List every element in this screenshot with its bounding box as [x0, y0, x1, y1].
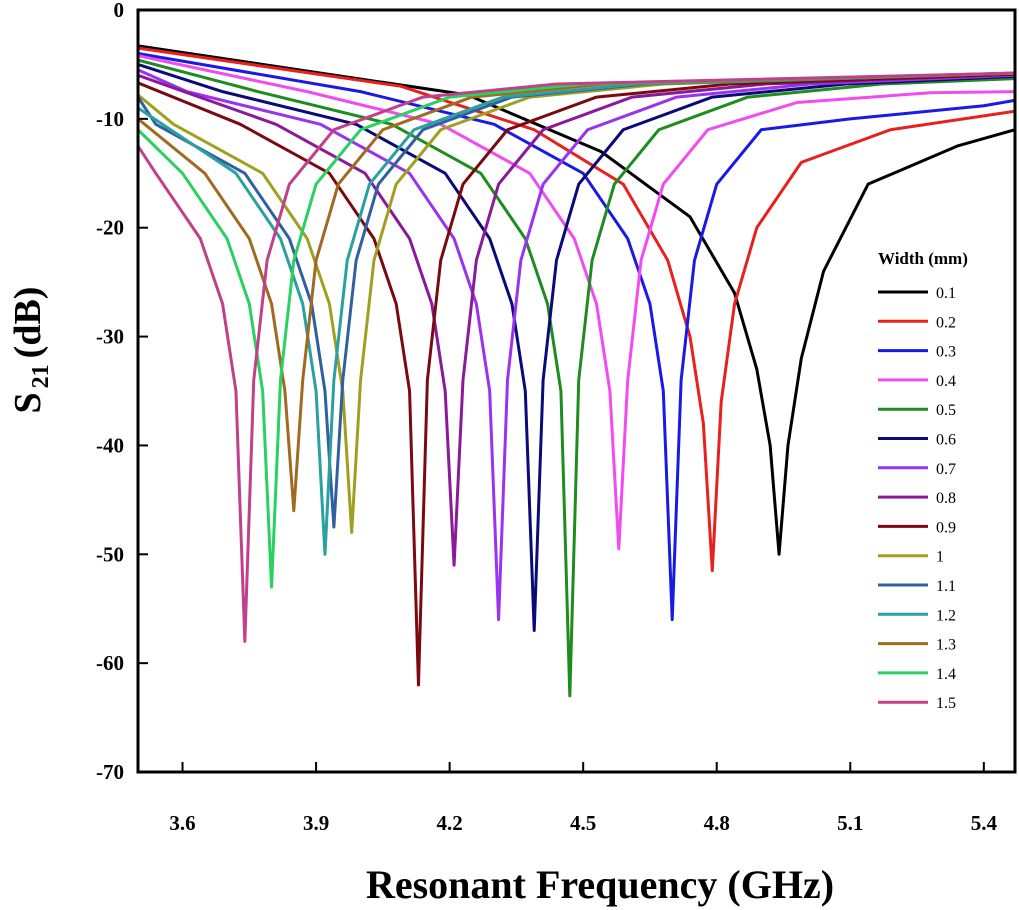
series-line	[138, 71, 1015, 643]
y-tick-label: -40	[96, 433, 124, 457]
y-tick-label: -10	[96, 107, 124, 131]
series-line	[138, 71, 1015, 589]
y-title-sub: 21	[28, 364, 54, 388]
series-line	[138, 58, 1015, 698]
y-tick-label: -60	[96, 651, 124, 675]
y-tick-label: -30	[96, 325, 124, 349]
legend-label: 1.2	[936, 607, 956, 624]
legend-label: 0.1	[936, 285, 956, 302]
legend-label: 1.5	[936, 695, 956, 712]
legend-title: Width (mm)	[878, 249, 968, 268]
y-title-unit: (dB)	[7, 287, 49, 359]
x-tick-label: 5.4	[971, 811, 998, 835]
y-tick-label: 0	[114, 0, 125, 22]
plot-lines	[138, 44, 1015, 698]
legend-label: 1	[936, 549, 944, 566]
series-line	[138, 71, 1015, 513]
legend-label: 0.6	[936, 432, 956, 449]
series-line	[138, 71, 1015, 529]
legend-label: 1.1	[936, 578, 956, 595]
x-tick-label: 3.6	[169, 811, 195, 835]
x-tick-label: 3.9	[303, 811, 329, 835]
x-tick-label: 4.5	[570, 811, 596, 835]
legend-label: 0.8	[936, 490, 956, 507]
x-axis-title: Resonant Frequency (GHz)	[366, 862, 834, 907]
legend-label: 0.3	[936, 344, 956, 361]
legend-label: 1.4	[936, 666, 956, 683]
y-tick-label: -20	[96, 216, 124, 240]
x-tick-label: 4.8	[704, 811, 730, 835]
legend-label: 0.9	[936, 519, 956, 536]
legend-label: 1.3	[936, 637, 956, 654]
legend-label: 0.5	[936, 402, 956, 419]
series-line	[138, 52, 1015, 622]
series-line	[138, 72, 1015, 567]
plot-frame	[136, 8, 1017, 774]
x-tick-label: 4.2	[436, 811, 462, 835]
legend-label: 0.7	[936, 461, 956, 478]
x-tick-label: 5.1	[837, 811, 863, 835]
series-line	[138, 46, 1015, 573]
series-line	[138, 54, 1015, 551]
series-line	[138, 63, 1015, 632]
series-line	[138, 44, 1015, 556]
legend-label: 0.2	[936, 314, 956, 331]
legend-label: 0.4	[936, 373, 956, 390]
y-title-main: S	[7, 392, 49, 413]
y-axis-title: S 21 (dB)	[7, 287, 54, 414]
series-line	[138, 71, 1015, 556]
y-tick-label: -50	[96, 542, 124, 566]
y-tick-label: -70	[96, 760, 124, 784]
series-line	[138, 71, 1015, 535]
